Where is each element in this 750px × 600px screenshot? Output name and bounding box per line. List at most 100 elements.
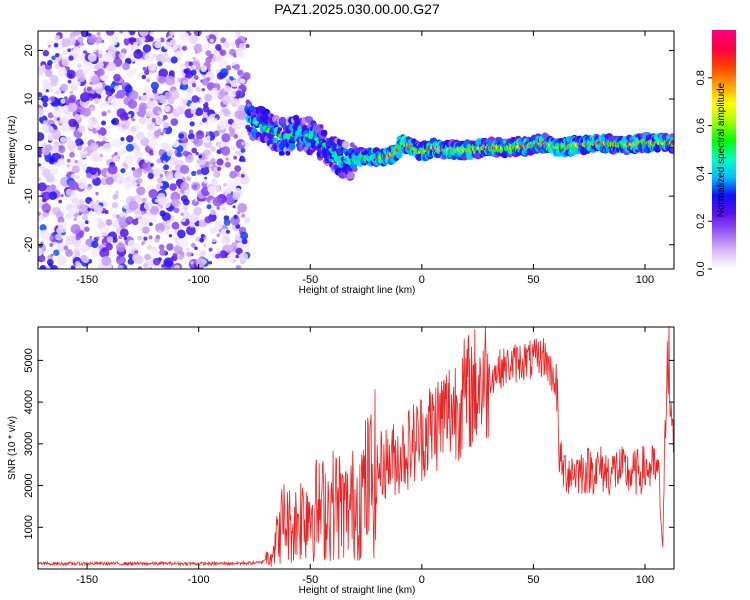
heat-cell — [149, 205, 159, 215]
heat-cell — [237, 118, 246, 127]
heat-cell — [230, 98, 240, 107]
heat-cell — [134, 255, 144, 265]
heat-cell — [190, 261, 194, 265]
colorbar-label: Normalized spectral amplitude — [716, 82, 727, 217]
heat-cell — [241, 213, 246, 218]
heat-cell — [235, 31, 241, 37]
heat-cell — [39, 165, 46, 171]
heat-cell — [220, 68, 229, 77]
heat-cell — [182, 142, 188, 148]
heat-cell — [109, 37, 118, 46]
heat-cell — [213, 170, 221, 178]
heat-cell — [179, 164, 190, 174]
heat-cell — [229, 170, 238, 179]
heat-cell — [160, 131, 164, 136]
heat-cell — [174, 265, 180, 269]
heat-cell — [128, 175, 135, 181]
heat-cell — [61, 58, 69, 67]
heat-cell — [63, 245, 69, 251]
heat-cell — [126, 154, 134, 162]
heat-cell — [143, 263, 149, 269]
heat-cell — [156, 99, 161, 104]
heat-cell — [199, 249, 207, 257]
heat-cell — [186, 247, 190, 251]
heat-cell — [45, 79, 49, 83]
spectrogram-heatmap — [38, 31, 674, 269]
heat-cell — [56, 242, 65, 252]
heat-cell — [105, 219, 113, 226]
heat-cell — [103, 242, 107, 246]
heat-cell — [216, 120, 227, 130]
heat-cell — [176, 205, 185, 214]
tick-label: 100 — [636, 274, 654, 286]
heat-cell — [211, 238, 217, 243]
heat-cell — [206, 77, 211, 82]
heat-cell — [135, 150, 142, 158]
heat-cell — [671, 140, 674, 145]
heat-cell — [69, 90, 74, 95]
heat-cell — [106, 236, 114, 243]
heat-cell — [67, 102, 78, 113]
heat-cell — [70, 173, 77, 180]
heat-cell — [48, 87, 54, 93]
heat-cell — [80, 254, 87, 261]
heat-cell — [74, 138, 84, 147]
heat-cell — [189, 102, 198, 111]
heat-cell — [138, 116, 147, 125]
heat-cell — [188, 129, 194, 134]
heat-cell — [245, 142, 250, 147]
heat-cell — [240, 173, 245, 178]
heat-cell — [127, 239, 136, 248]
heat-cell — [215, 253, 221, 259]
heat-cell — [38, 66, 45, 77]
heat-cell — [285, 150, 291, 156]
heat-cell — [94, 64, 100, 70]
heat-cell — [54, 34, 61, 41]
heat-cell — [93, 204, 104, 215]
heat-cell — [176, 145, 184, 153]
heat-cell — [158, 167, 164, 173]
heat-cell — [189, 35, 198, 44]
heat-cell — [67, 140, 77, 150]
heat-cell — [171, 221, 180, 230]
heat-cell — [192, 65, 197, 70]
heat-cell — [48, 191, 58, 200]
heat-cell — [46, 259, 54, 266]
heat-cell — [205, 50, 212, 57]
heat-cell — [38, 132, 45, 142]
heat-cell — [135, 131, 145, 141]
heat-cell — [168, 174, 173, 179]
heat-cell — [81, 165, 87, 171]
heat-cell — [112, 220, 121, 229]
heat-cell — [172, 45, 178, 50]
heat-cell — [195, 130, 205, 140]
heat-cell — [161, 264, 165, 268]
heat-cell — [150, 81, 159, 90]
heat-cell — [154, 40, 162, 49]
heat-cell — [200, 233, 205, 239]
heat-cell — [205, 121, 210, 126]
heat-cell — [191, 83, 197, 88]
heat-cell — [156, 158, 162, 164]
heat-cell — [235, 264, 242, 269]
heat-cell — [38, 163, 42, 167]
heat-cell — [176, 31, 181, 34]
heat-cell — [216, 158, 224, 166]
heat-cell — [84, 226, 90, 232]
heat-cell — [170, 191, 181, 202]
heat-cell — [164, 91, 173, 100]
heat-cell — [200, 65, 208, 73]
heat-cell — [159, 210, 166, 217]
heat-cell — [38, 211, 41, 216]
heat-cell — [141, 36, 146, 42]
heat-cell — [140, 94, 148, 102]
heat-cell — [158, 229, 162, 234]
heat-cell — [62, 49, 68, 55]
heat-cell — [77, 145, 83, 151]
heat-cell — [146, 132, 152, 138]
heat-cell — [224, 194, 235, 205]
heat-cell — [56, 117, 60, 121]
heat-cell — [102, 136, 107, 142]
heat-cell — [277, 127, 283, 132]
